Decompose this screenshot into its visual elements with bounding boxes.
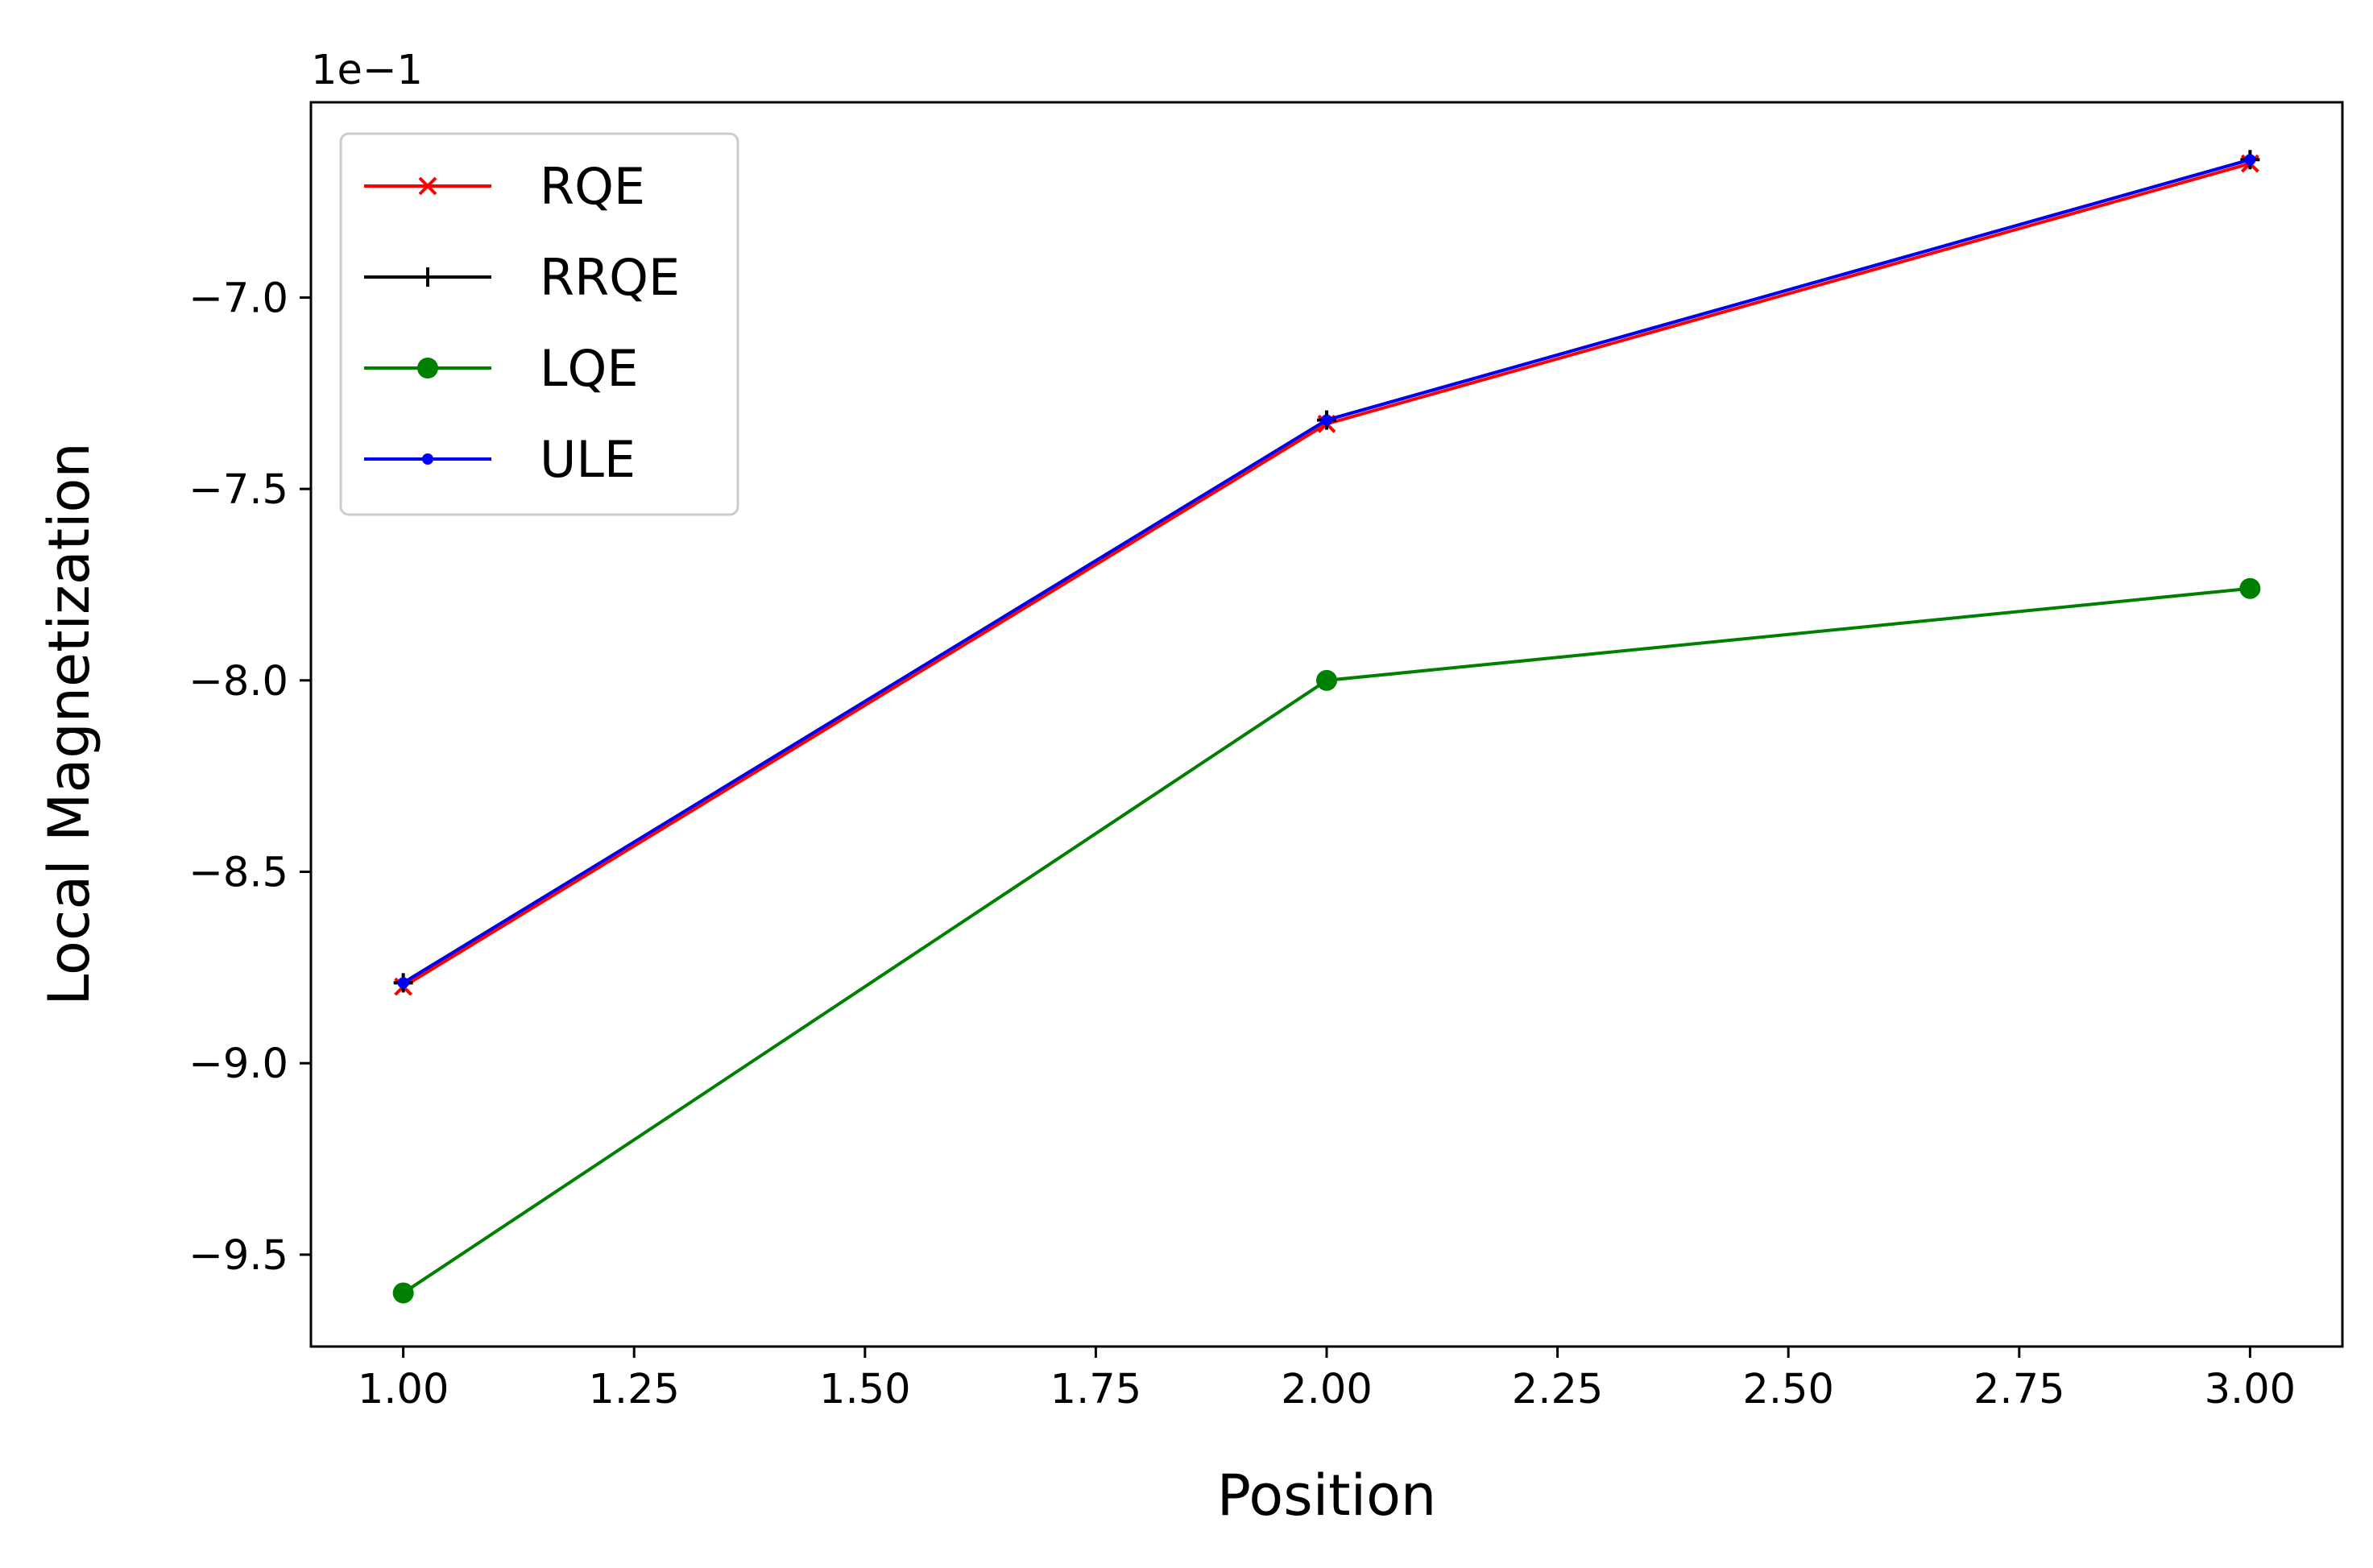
legend-item-lqe: LQE [364, 339, 639, 398]
legend-item-rrqe: RRQE [364, 248, 680, 307]
x-axis-ticks: 1.00 1.25 1.50 1.75 2.00 2.25 2.50 2.75 3.00 [358, 1347, 2296, 1413]
legend-marker-ule [422, 453, 433, 465]
y-tick-label: −9.0 [188, 1041, 288, 1088]
y-tick-label: −9.5 [188, 1232, 288, 1280]
data-point-lqe [1316, 669, 1337, 691]
legend-item-rqe: RQE [364, 157, 645, 216]
x-tick-label: 1.75 [1050, 1366, 1142, 1413]
x-tick-label: 1.50 [819, 1366, 911, 1413]
legend-item-ule: ULE [364, 430, 636, 489]
x-tick-label: 3.00 [2205, 1366, 2296, 1413]
series-lqe [392, 577, 2261, 1304]
x-tick-label: 1.25 [588, 1366, 680, 1413]
legend-marker-rrqe [418, 267, 437, 287]
x-tick-label: 2.00 [1281, 1366, 1373, 1413]
plot-frame [309, 101, 2344, 1348]
data-point-lqe [392, 1282, 414, 1304]
legend-marker-rqe [418, 176, 437, 196]
data-point-lqe [2239, 577, 2261, 599]
x-tick-label: 2.75 [1973, 1366, 2065, 1413]
y-tick-label: −7.0 [188, 275, 288, 322]
y-offset-label: 1e−1 [311, 47, 423, 94]
legend-marker-lqe [417, 358, 438, 379]
series-ule [397, 154, 2256, 989]
data-point-ule [1321, 414, 1332, 426]
y-axis-title: Local Magnetization [36, 442, 102, 1005]
y-axis-ticks: −7.0 −7.5 −8.0 −8.5 −9.0 −9.5 [188, 275, 311, 1280]
x-tick-label: 1.00 [358, 1366, 449, 1413]
x-tick-label: 2.25 [1512, 1366, 1604, 1413]
legend-label-lqe: LQE [540, 339, 639, 398]
series-layer [392, 150, 2261, 1304]
data-point-ule [2244, 154, 2256, 166]
legend-label-ule: ULE [540, 430, 636, 489]
data-point-ule [397, 977, 409, 989]
legend-label-rqe: RQE [540, 157, 645, 216]
legend: RQE RRQE LQE ULE [339, 132, 739, 516]
x-axis-title: Position [1217, 1463, 1437, 1529]
y-tick-label: −8.5 [188, 850, 288, 897]
y-tick-label: −7.5 [188, 466, 288, 514]
legend-label-rrqe: RRQE [540, 248, 680, 307]
legend-frame [339, 132, 739, 516]
y-tick-label: −8.0 [188, 658, 288, 705]
x-tick-label: 2.50 [1742, 1366, 1834, 1413]
